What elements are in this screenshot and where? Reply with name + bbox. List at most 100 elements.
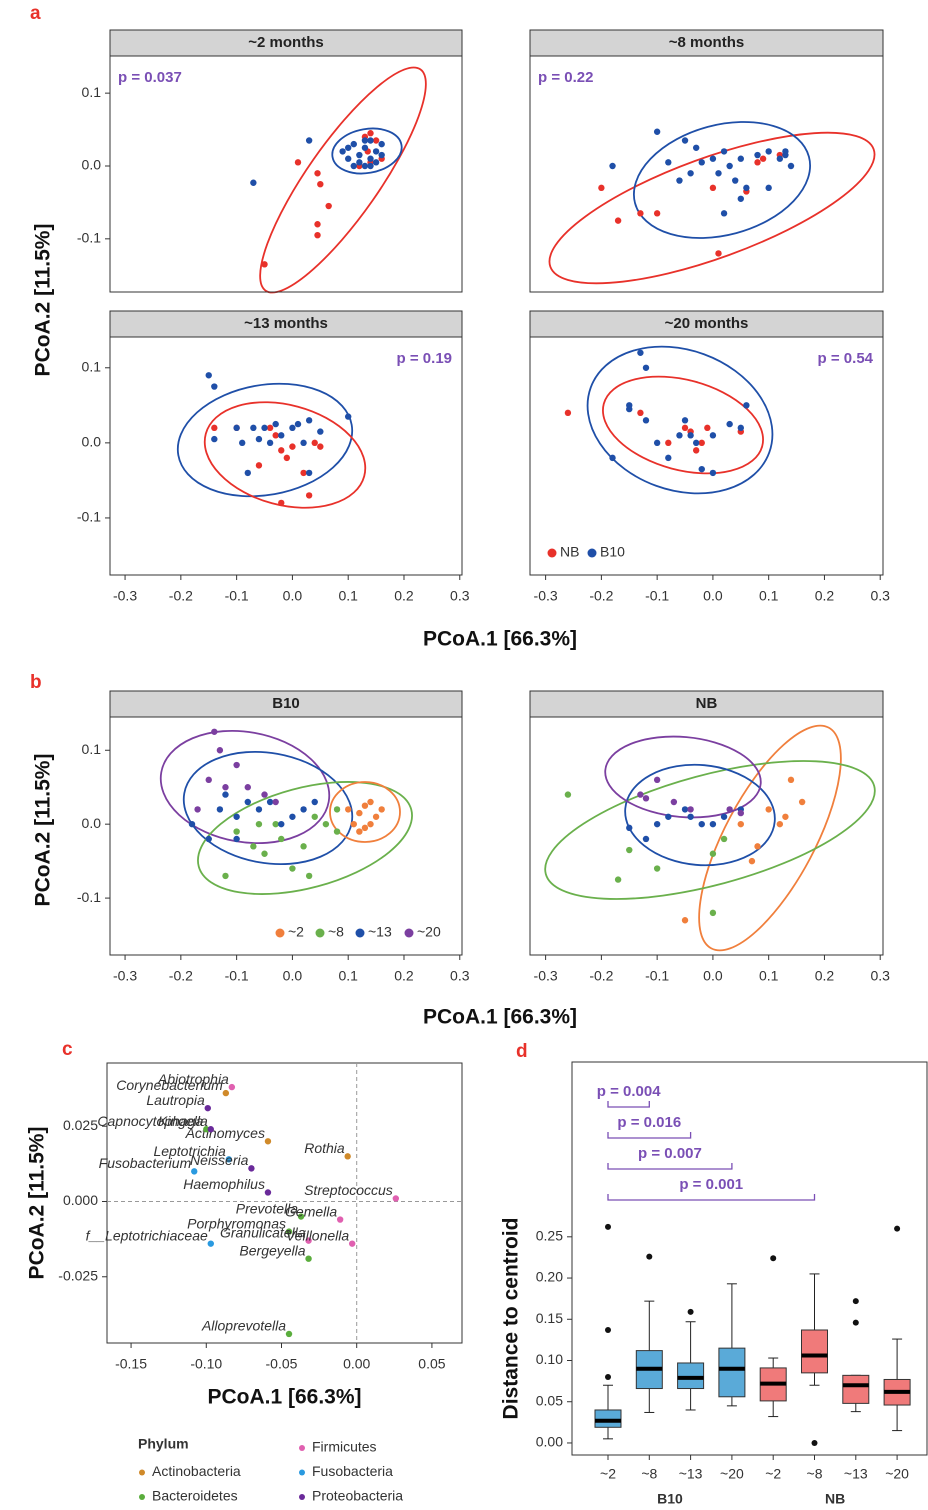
point — [698, 820, 705, 828]
facet-title: ~13 months — [244, 315, 328, 332]
point — [233, 828, 240, 835]
point — [564, 791, 572, 798]
point — [211, 383, 218, 390]
point — [233, 835, 240, 843]
point — [356, 809, 363, 817]
point — [264, 1138, 272, 1145]
ellipse — [176, 382, 354, 498]
outlier — [605, 1373, 611, 1380]
outlier — [605, 1223, 611, 1230]
point — [266, 439, 274, 447]
point — [787, 776, 795, 784]
point — [317, 428, 324, 435]
y-tick-label: 0.0 — [82, 815, 102, 831]
point — [239, 439, 246, 447]
point-label: Rothia — [304, 1140, 345, 1156]
plot-frame — [529, 336, 884, 576]
point — [372, 159, 380, 166]
facet-title: ~8 months — [669, 34, 744, 51]
point — [776, 820, 784, 828]
x-tick-label: ~2 — [600, 1466, 616, 1482]
x-tick-label: 0.3 — [450, 968, 470, 984]
point — [367, 798, 374, 806]
ellipses-a — [176, 66, 876, 509]
point — [361, 802, 369, 809]
point — [737, 820, 744, 828]
point — [698, 465, 705, 473]
point — [233, 424, 240, 432]
x-tick-label: ~13 — [679, 1466, 703, 1482]
point — [339, 148, 346, 155]
facet-title: ~20 months — [665, 315, 749, 332]
point-label: Bergeyella — [239, 1242, 305, 1258]
point — [687, 170, 694, 177]
point — [272, 420, 279, 428]
plot-frame — [571, 1061, 928, 1456]
ellipse — [698, 724, 842, 952]
point — [361, 144, 369, 151]
y-axis-title: PCoA.2 [11.5%] — [32, 224, 55, 377]
point — [737, 195, 744, 202]
x-tick-label: -0.1 — [645, 588, 669, 604]
point — [743, 184, 750, 192]
point — [372, 148, 380, 155]
point — [782, 813, 789, 820]
point — [314, 221, 321, 228]
y-tick-label: 0.25 — [536, 1228, 563, 1244]
comparison-label: p = 0.004 — [597, 1083, 661, 1100]
point — [350, 140, 357, 148]
point — [709, 432, 717, 439]
point-label: Kingella — [158, 1113, 208, 1129]
x-tick-label: -0.05 — [266, 1356, 298, 1372]
comparison-bracket — [607, 1132, 692, 1139]
point — [314, 170, 321, 177]
ellipse — [604, 735, 762, 819]
outlier — [605, 1326, 611, 1333]
point — [637, 791, 644, 798]
comparison-label: p = 0.016 — [617, 1114, 681, 1131]
point — [782, 148, 789, 155]
ellipse — [602, 375, 764, 475]
point — [665, 454, 672, 462]
x-tick-label: -0.2 — [169, 968, 193, 984]
point — [305, 137, 313, 144]
point — [614, 876, 622, 883]
point — [244, 469, 251, 477]
x-tick-label: 0.2 — [815, 968, 835, 984]
legend-title: Phylum — [138, 1436, 189, 1452]
point — [681, 424, 689, 432]
point — [255, 462, 263, 469]
point — [759, 155, 767, 162]
point — [653, 210, 661, 217]
x-tick-label: 0.1 — [759, 968, 779, 984]
y-tick-label: 0.10 — [536, 1351, 563, 1367]
facet-title: NB — [696, 695, 718, 712]
point — [737, 809, 744, 817]
ellipse — [331, 127, 403, 175]
point — [609, 454, 616, 462]
ellipse — [624, 763, 776, 867]
outlier — [852, 1319, 859, 1326]
legend-marker — [139, 1469, 145, 1476]
legend-label: Bacteroidetes — [152, 1488, 238, 1504]
point — [278, 835, 285, 843]
x-tick-label: -0.15 — [115, 1356, 147, 1372]
point — [266, 798, 274, 806]
point — [311, 798, 318, 806]
point — [726, 806, 733, 813]
point — [205, 372, 212, 379]
point — [626, 846, 633, 854]
point — [653, 128, 661, 135]
facet-title: ~2 months — [248, 34, 323, 51]
point — [261, 850, 268, 857]
point — [264, 1189, 272, 1196]
x-tick-label: -0.2 — [169, 588, 193, 604]
x-tick-label: -0.1 — [645, 968, 669, 984]
point — [255, 806, 263, 813]
point — [367, 820, 374, 828]
point — [670, 798, 678, 806]
plot-frame — [109, 336, 463, 576]
legend-label: Firmicutes — [312, 1439, 377, 1455]
point — [300, 439, 307, 447]
point-label: Abiotrophia — [157, 1071, 229, 1087]
